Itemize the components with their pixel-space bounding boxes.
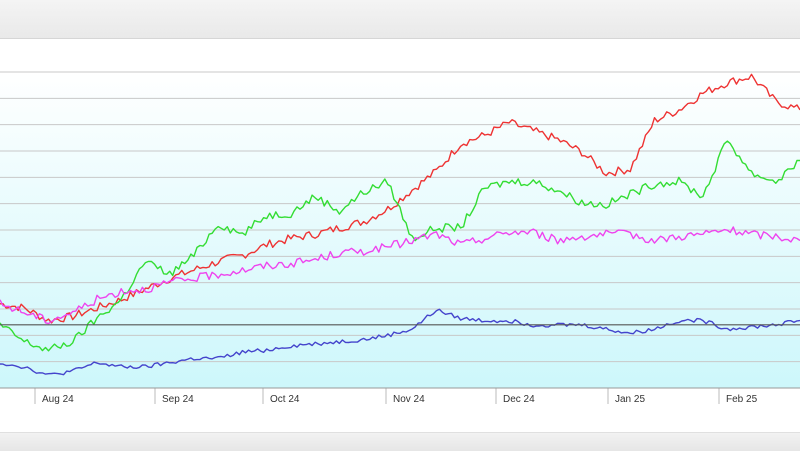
chart-footer-bar xyxy=(0,432,800,451)
series-layer xyxy=(0,73,800,376)
series-line-3 xyxy=(0,226,800,325)
chart-header-bar xyxy=(0,0,800,39)
series-line-4 xyxy=(0,308,800,376)
x-tick-label: Jan 25 xyxy=(615,394,645,405)
x-tick-label: Aug 24 xyxy=(42,394,74,405)
series-line-2 xyxy=(0,140,800,352)
x-tick-label: Nov 24 xyxy=(393,394,425,405)
series-line-1 xyxy=(0,73,800,324)
x-tick-label: Feb 25 xyxy=(726,394,758,405)
x-tick-label: Sep 24 xyxy=(162,394,194,405)
x-tick-label: Oct 24 xyxy=(270,394,300,405)
x-axis: Aug 24 Sep 24 Oct 24 Nov 24 Dec 24 Jan 25 Feb … xyxy=(34,388,758,405)
x-tick-label: Dec 24 xyxy=(503,394,535,405)
